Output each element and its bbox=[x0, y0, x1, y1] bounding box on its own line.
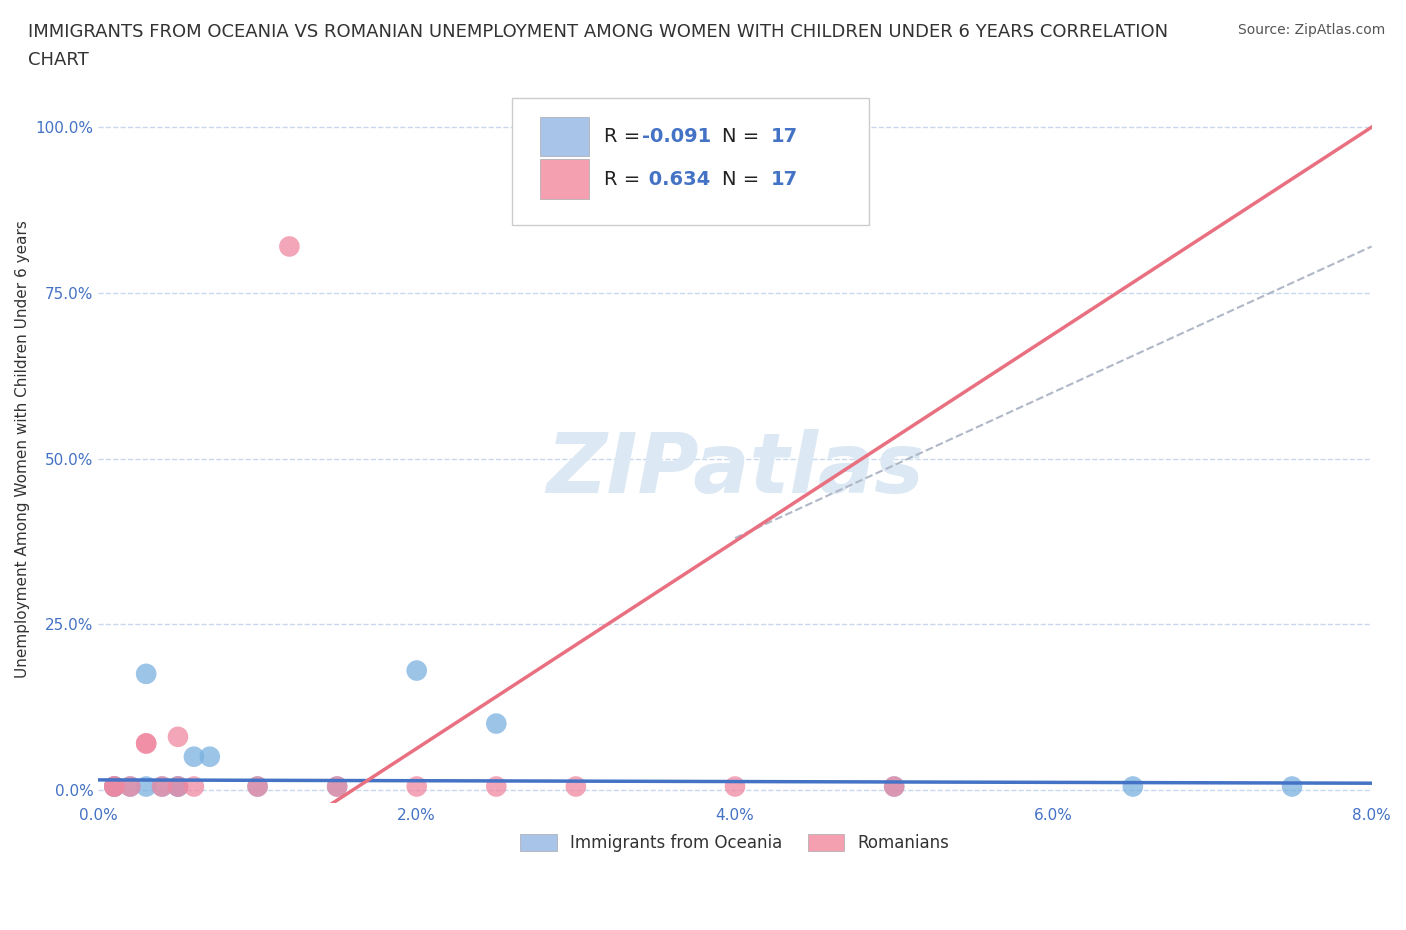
Point bbox=[326, 779, 349, 794]
Text: CHART: CHART bbox=[28, 51, 89, 69]
Text: ZIPatlas: ZIPatlas bbox=[546, 430, 924, 511]
Point bbox=[485, 779, 508, 794]
Text: R =: R = bbox=[605, 169, 647, 189]
Point bbox=[183, 750, 205, 764]
Text: 17: 17 bbox=[770, 127, 797, 146]
Point bbox=[167, 779, 190, 794]
Point bbox=[167, 779, 190, 794]
Y-axis label: Unemployment Among Women with Children Under 6 years: Unemployment Among Women with Children U… bbox=[15, 219, 30, 677]
Text: -0.091: -0.091 bbox=[643, 127, 711, 146]
Point bbox=[167, 779, 190, 794]
Point bbox=[405, 779, 427, 794]
Point bbox=[120, 779, 142, 794]
Point bbox=[135, 736, 157, 751]
Point bbox=[565, 779, 588, 794]
Point bbox=[150, 779, 173, 794]
Point bbox=[150, 779, 173, 794]
Point bbox=[183, 779, 205, 794]
Point bbox=[135, 779, 157, 794]
FancyBboxPatch shape bbox=[512, 98, 869, 225]
Text: Source: ZipAtlas.com: Source: ZipAtlas.com bbox=[1237, 23, 1385, 37]
Text: N =: N = bbox=[723, 169, 766, 189]
Point bbox=[103, 779, 125, 794]
Text: IMMIGRANTS FROM OCEANIA VS ROMANIAN UNEMPLOYMENT AMONG WOMEN WITH CHILDREN UNDER: IMMIGRANTS FROM OCEANIA VS ROMANIAN UNEM… bbox=[28, 23, 1168, 41]
Point bbox=[103, 779, 125, 794]
Point bbox=[883, 779, 905, 794]
Point bbox=[246, 779, 269, 794]
Point bbox=[485, 716, 508, 731]
Point bbox=[1281, 779, 1303, 794]
Point bbox=[120, 779, 142, 794]
Text: 17: 17 bbox=[770, 169, 797, 189]
Point bbox=[135, 736, 157, 751]
Point bbox=[103, 779, 125, 794]
Point bbox=[724, 779, 747, 794]
FancyBboxPatch shape bbox=[540, 117, 589, 156]
Text: 0.634: 0.634 bbox=[643, 169, 710, 189]
Point bbox=[326, 779, 349, 794]
Point bbox=[198, 750, 221, 764]
Point bbox=[167, 729, 190, 744]
Point bbox=[103, 779, 125, 794]
Text: N =: N = bbox=[723, 127, 766, 146]
Point bbox=[1122, 779, 1144, 794]
FancyBboxPatch shape bbox=[540, 159, 589, 199]
Point bbox=[135, 667, 157, 682]
Point bbox=[246, 779, 269, 794]
Text: R =: R = bbox=[605, 127, 647, 146]
Point bbox=[405, 663, 427, 678]
Point bbox=[278, 239, 301, 254]
Legend: Immigrants from Oceania, Romanians: Immigrants from Oceania, Romanians bbox=[513, 827, 956, 858]
Point bbox=[883, 779, 905, 794]
